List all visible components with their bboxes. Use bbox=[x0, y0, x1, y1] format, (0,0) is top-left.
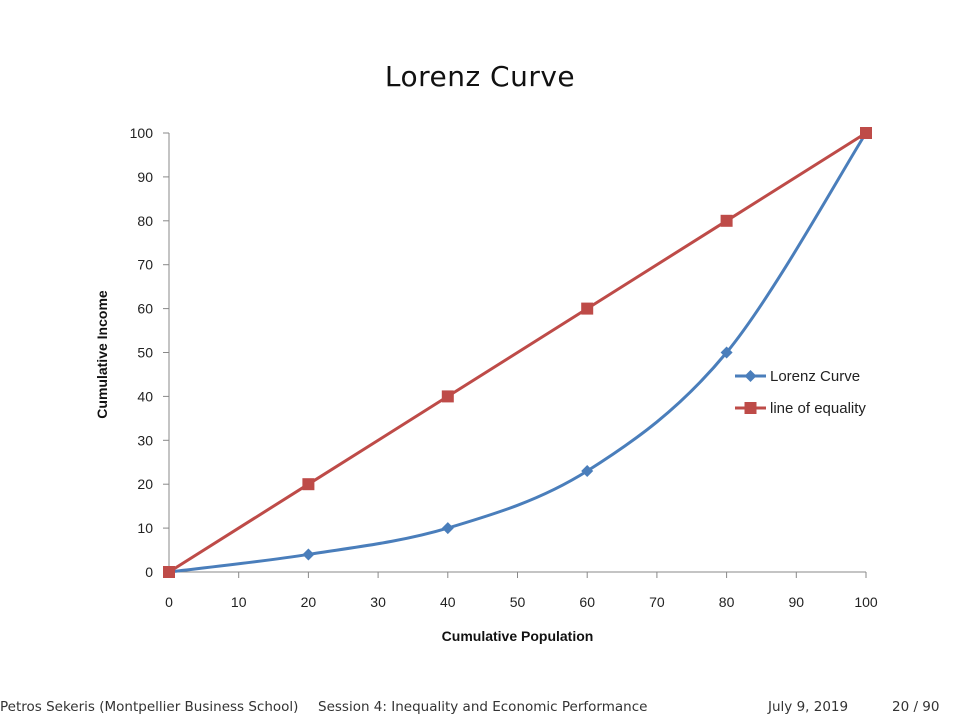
y-axis-label: Cumulative Income bbox=[94, 290, 110, 419]
series-line-of-equality bbox=[163, 127, 872, 578]
footer-author: Petros Sekeris (Montpellier Business Sch… bbox=[0, 699, 299, 715]
data-point bbox=[302, 478, 315, 491]
x-axis-label: Cumulative Population bbox=[442, 628, 594, 644]
data-point bbox=[302, 548, 315, 561]
legend-label: line of equality bbox=[770, 400, 866, 417]
legend-label: Lorenz Curve bbox=[770, 368, 860, 385]
legend-item: Lorenz Curve bbox=[735, 368, 860, 385]
x-axis-ticks: 0 10 20 30 40 50 60 70 80 90 100 bbox=[165, 572, 878, 610]
series-line bbox=[168, 131, 867, 574]
footer-session-title: Session 4: Inequality and Economic Perfo… bbox=[318, 699, 648, 715]
data-point bbox=[163, 566, 175, 578]
data-point bbox=[441, 522, 454, 535]
x-tick-label: 60 bbox=[579, 594, 595, 610]
x-tick-label: 80 bbox=[719, 594, 735, 610]
y-tick-label: 20 bbox=[137, 476, 153, 492]
chart-title: Lorenz Curve bbox=[384, 60, 576, 93]
y-tick-label: 0 bbox=[145, 564, 153, 580]
data-point bbox=[860, 127, 872, 139]
x-tick-label: 40 bbox=[440, 594, 456, 610]
legend-marker bbox=[744, 370, 757, 382]
data-point bbox=[581, 465, 594, 478]
legend-item: line of equality bbox=[735, 400, 866, 417]
y-tick-label: 30 bbox=[137, 432, 153, 448]
lorenz-chart: 0 10 20 30 40 50 60 70 80 90 100 0 10 20 30 40 50 60 70 80… bbox=[94, 125, 878, 644]
series-layer bbox=[163, 127, 872, 578]
x-tick-label: 50 bbox=[510, 594, 526, 610]
data-point bbox=[720, 214, 733, 227]
y-tick-label: 60 bbox=[137, 301, 153, 317]
footer-page-number: 20 / 90 bbox=[892, 699, 940, 715]
y-tick-label: 90 bbox=[137, 169, 153, 185]
legend-marker bbox=[744, 402, 757, 414]
x-tick-label: 20 bbox=[301, 594, 317, 610]
x-tick-label: 0 bbox=[165, 594, 173, 610]
y-tick-label: 40 bbox=[137, 388, 153, 404]
y-tick-label: 100 bbox=[130, 125, 154, 141]
y-tick-label: 10 bbox=[137, 520, 153, 536]
slide-footer: Petros Sekeris (Montpellier Business Sch… bbox=[0, 699, 960, 719]
y-tick-label: 70 bbox=[137, 257, 153, 273]
x-tick-label: 10 bbox=[231, 594, 247, 610]
x-tick-label: 90 bbox=[789, 594, 805, 610]
x-tick-label: 70 bbox=[649, 594, 665, 610]
data-point bbox=[441, 390, 454, 403]
x-tick-label: 100 bbox=[854, 594, 878, 610]
legend: Lorenz Curve line of equality bbox=[735, 368, 866, 417]
y-tick-label: 50 bbox=[137, 345, 153, 361]
y-axis-ticks: 0 10 20 30 40 50 60 70 80 90 100 bbox=[130, 125, 169, 580]
data-point bbox=[581, 302, 594, 315]
x-tick-label: 30 bbox=[370, 594, 386, 610]
y-tick-label: 80 bbox=[137, 213, 153, 229]
footer-date: July 9, 2019 bbox=[768, 699, 849, 715]
data-point bbox=[720, 346, 733, 359]
